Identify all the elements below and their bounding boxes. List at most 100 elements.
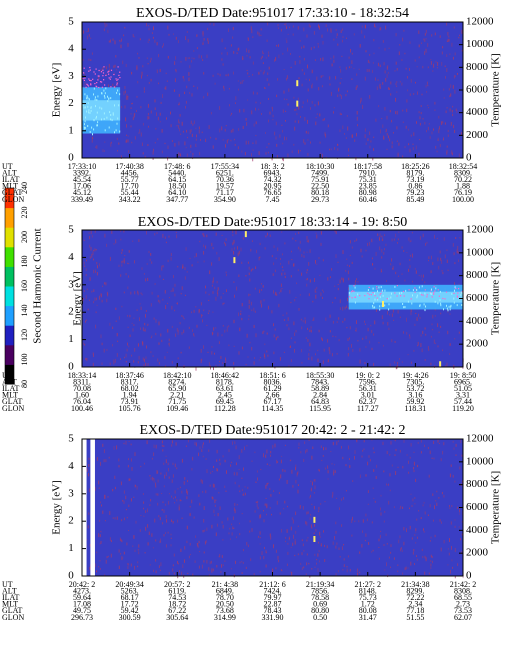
y2-tick-label: 12000 xyxy=(466,224,494,236)
orbit-row-label: GLON xyxy=(2,195,24,204)
orbit-value: 21:42: 2 xyxy=(450,580,476,589)
orbit-value: 85.49 xyxy=(406,195,424,204)
colorbar-segment xyxy=(5,286,14,307)
orbit-value: 17:33:10 xyxy=(68,162,96,171)
orbit-value: 59.42 xyxy=(121,606,139,615)
y2-tick-label: 6000 xyxy=(466,84,489,96)
orbit-value: 18:32:54 xyxy=(449,162,477,171)
y2-tick-label: 12000 xyxy=(466,433,494,445)
orbit-row-label: UT xyxy=(2,162,13,171)
orbit-row-label: GLON xyxy=(2,613,24,622)
orbit-value: 80.80 xyxy=(311,606,329,615)
orbit-value: 17.72 xyxy=(121,600,139,609)
orbit-value: 53.72 xyxy=(406,384,424,393)
orbit-value: 62.07 xyxy=(454,613,472,622)
spike-marker xyxy=(244,231,247,238)
orbit-value: 119.20 xyxy=(452,404,474,413)
orbit-value: 49.75 xyxy=(73,606,91,615)
y2-tick-label: 0 xyxy=(466,570,472,582)
orbit-value: 60.46 xyxy=(359,195,377,204)
orbit-value: 23.85 xyxy=(359,182,377,191)
colorbar-tick-label: 120 xyxy=(20,329,29,341)
orbit-row-label: UT xyxy=(2,371,13,380)
orbit-value: 1.94 xyxy=(123,391,137,400)
y2-tick-label: 2000 xyxy=(466,129,489,141)
orbit-value: 100.46 xyxy=(71,404,93,413)
orbit-value: 7499. xyxy=(311,168,329,177)
orbit-value: 59.64 xyxy=(73,593,91,602)
y-tick-label: 1 xyxy=(68,542,74,554)
orbit-value: 8036. xyxy=(264,377,282,386)
orbit-value: 0.69 xyxy=(313,600,327,609)
orbit-value: 7843. xyxy=(311,377,329,386)
orbit-value: 21:12: 6 xyxy=(259,580,285,589)
orbit-value: 59.92 xyxy=(406,397,424,406)
y-tick-label: 4 xyxy=(68,460,74,472)
y-tick-label: 1 xyxy=(68,124,74,136)
orbit-value: 20:42: 2 xyxy=(69,580,95,589)
ion-band xyxy=(348,284,463,312)
orbit-value: 18:10:30 xyxy=(306,162,334,171)
y-tick-label: 2 xyxy=(68,515,74,527)
orbit-value: 51.55 xyxy=(406,613,424,622)
orbit-value: 22.87 xyxy=(264,600,282,609)
orbit-value: 18:17:58 xyxy=(354,162,382,171)
panel-2: EXOS-D/TED Date:951017 18:33:14 - 19: 8:… xyxy=(2,215,502,413)
orbit-value: 8179. xyxy=(406,168,424,177)
y-axis-label: Energy [eV] xyxy=(51,480,63,534)
speckle-texture xyxy=(82,439,464,579)
spike-marker xyxy=(313,516,316,523)
orbit-value: 45.54 xyxy=(73,175,91,184)
orbit-value: 7305. xyxy=(406,377,424,386)
orbit-value: 80.18 xyxy=(311,188,329,197)
orbit-value: 69.45 xyxy=(216,397,234,406)
orbit-value: 76.04 xyxy=(73,397,91,406)
colorbar-tick-label: 100 xyxy=(20,354,29,366)
spike-marker xyxy=(296,80,299,87)
y2-tick-label: 4000 xyxy=(466,524,489,536)
orbit-value: 29.73 xyxy=(311,195,329,204)
orbit-value: 6119. xyxy=(168,586,186,595)
orbit-row-label: GLAT xyxy=(2,397,23,406)
colorbar-tick-label: 160 xyxy=(20,280,29,292)
colorbar-segment xyxy=(5,305,14,326)
y-tick-label: 3 xyxy=(68,70,74,82)
orbit-value: 70.08 xyxy=(73,384,91,393)
orbit-value: 112.28 xyxy=(214,404,236,413)
y2-tick-label: 8000 xyxy=(466,61,489,73)
y2-axis-label: Temperature [K] xyxy=(490,262,502,335)
spike-marker xyxy=(233,257,236,264)
orbit-value: 79.23 xyxy=(406,188,424,197)
orbit-value: 4456. xyxy=(121,168,139,177)
orbit-value: 339.49 xyxy=(71,195,93,204)
y-axis-label: Energy [eV] xyxy=(72,271,84,325)
orbit-value: 17:40:38 xyxy=(115,162,143,171)
orbit-value: 2.84 xyxy=(313,391,327,400)
orbit-value: 2.45 xyxy=(218,391,232,400)
orbit-value: 65.90 xyxy=(168,384,186,393)
orbit-table: UTALTILATMLTGLATGLON18:33:148311.70.081.… xyxy=(2,371,476,413)
orbit-value: 109.46 xyxy=(166,404,188,413)
orbit-value: 73.19 xyxy=(406,175,424,184)
orbit-value: 68.55 xyxy=(454,593,472,602)
orbit-row-label: GLAT xyxy=(2,188,23,197)
orbit-value: 3.01 xyxy=(361,391,375,400)
spike-marker xyxy=(381,300,384,307)
orbit-value: 5440. xyxy=(168,168,186,177)
orbit-row-label: ILAT xyxy=(2,175,19,184)
orbit-value: 19: 4:26 xyxy=(402,371,428,380)
orbit-value: 68.02 xyxy=(121,384,139,393)
y2-tick-label: 6000 xyxy=(466,501,489,513)
orbit-value: 2.66 xyxy=(266,391,280,400)
colorbar-tick-label: 240 xyxy=(20,182,29,194)
orbit-value: 118.31 xyxy=(405,404,427,413)
orbit-value: 18: 3: 2 xyxy=(260,162,284,171)
colorbar-segment xyxy=(5,325,14,346)
orbit-value: 20.50 xyxy=(216,600,234,609)
orbit-value: 17:55:34 xyxy=(211,162,239,171)
orbit-value: 305.64 xyxy=(166,613,188,622)
y-tick-label: 0 xyxy=(68,361,74,373)
y-tick-label: 5 xyxy=(68,224,74,236)
y-tick-label: 2 xyxy=(68,97,74,109)
y2-tick-label: 4000 xyxy=(466,315,489,327)
